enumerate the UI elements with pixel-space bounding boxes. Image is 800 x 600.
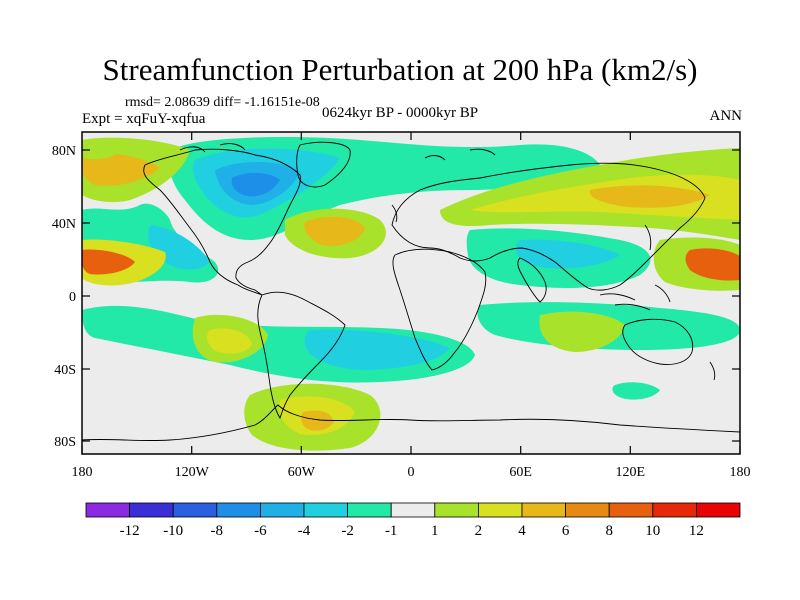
colorbar-swatch bbox=[477, 502, 523, 518]
coast-arctic-islands bbox=[179, 143, 496, 161]
coastlines bbox=[82, 141, 740, 442]
coast-greenland bbox=[296, 141, 351, 188]
colorbar-swatch bbox=[652, 502, 697, 518]
stats-text: rmsd= 2.08639 diff= -1.16151e-08 bbox=[125, 95, 320, 110]
field-contours bbox=[82, 137, 740, 451]
neg-band-asia-core bbox=[515, 239, 620, 269]
coast-indonesia bbox=[599, 284, 671, 311]
colorbar-label: 1 bbox=[431, 523, 439, 539]
pos-blob-south-pacific-core bbox=[206, 328, 252, 354]
coast-eurasia bbox=[391, 162, 706, 291]
colorbar-swatch bbox=[85, 502, 130, 518]
x-label-180w: 180 bbox=[72, 465, 93, 480]
colorbar-label: 10 bbox=[645, 523, 660, 539]
colorbar-swatch bbox=[303, 502, 348, 518]
pos-band-eurasia-core bbox=[589, 185, 710, 208]
x-label-60e: 60E bbox=[509, 465, 532, 480]
colorbar-label: -10 bbox=[163, 523, 183, 539]
colorbar-labels: -12 -10 -8 -6 -4 -2 -1 1 2 4 6 8 10 12 bbox=[120, 523, 704, 539]
colorbar-swatch bbox=[347, 502, 392, 518]
colorbar-label: -8 bbox=[211, 523, 224, 539]
plot-area: 180 120W 60W 0 60E 120E 180 80N 40N 0 40… bbox=[52, 131, 751, 480]
y-label-40n: 40N bbox=[52, 217, 76, 232]
colorbar-label: -1 bbox=[385, 523, 398, 539]
coast-south-america bbox=[257, 291, 346, 420]
colorbar-swatch bbox=[129, 502, 174, 518]
coast-africa bbox=[392, 248, 487, 371]
colorbar-swatch bbox=[172, 502, 218, 518]
colorbar-swatch bbox=[565, 502, 610, 518]
pos-blob-alaska bbox=[82, 140, 115, 160]
y-tick-labels: 80N 40N 0 40S 80S bbox=[52, 144, 76, 450]
x-label-0: 0 bbox=[408, 465, 415, 480]
colorbar-label: 2 bbox=[475, 523, 483, 539]
coast-japan bbox=[644, 224, 652, 251]
season-label: ANN bbox=[709, 108, 743, 124]
period-label: 0624kyr BP - 0000kyr BP bbox=[321, 105, 479, 121]
pos-blob-atlantic-core bbox=[304, 216, 365, 246]
coast-new-zealand bbox=[709, 361, 716, 381]
pos-blob-south-indian bbox=[539, 311, 625, 352]
pos-blob-central-pacific-core bbox=[82, 249, 135, 275]
axis-ticks bbox=[81, 132, 741, 454]
colorbar-swatch bbox=[696, 502, 741, 518]
x-tick-labels: 180 120W 60W 0 60E 120E 180 bbox=[72, 465, 751, 480]
experiment-label: Expt = xqFuY-xqfua bbox=[82, 111, 206, 127]
colorbar-label: -4 bbox=[298, 523, 311, 539]
coast-north-america bbox=[143, 148, 301, 296]
y-label-80s: 80S bbox=[54, 435, 76, 450]
x-label-180e: 180 bbox=[730, 465, 751, 480]
colorbar-label: 8 bbox=[605, 523, 613, 539]
pos-blob-west-pacific-core bbox=[685, 248, 740, 281]
neg-blob-north-america-deep bbox=[231, 172, 280, 197]
colorbar-swatch bbox=[434, 502, 479, 518]
colorbar-swatch bbox=[521, 502, 566, 518]
colorbar-label: -12 bbox=[120, 523, 140, 539]
neg-band-south-atlantic-core bbox=[304, 329, 450, 370]
colorbar-swatch bbox=[390, 502, 436, 518]
x-label-60w: 60W bbox=[288, 465, 316, 480]
colorbar-swatch bbox=[259, 502, 305, 518]
colorbar-swatch bbox=[608, 502, 654, 518]
colorbar-label: 12 bbox=[689, 523, 704, 539]
pos-band-north-pacific-core bbox=[82, 153, 160, 186]
coast-india bbox=[517, 257, 547, 303]
coast-antarctica bbox=[82, 404, 740, 442]
map-title: Streamfunction Perturbation at 200 hPa (… bbox=[102, 52, 698, 87]
coast-uk bbox=[391, 204, 398, 223]
y-label-40s: 40S bbox=[54, 363, 76, 378]
colorbar-label: -6 bbox=[254, 523, 267, 539]
colorbar-label: -2 bbox=[341, 523, 354, 539]
coast-australia bbox=[622, 318, 694, 365]
y-label-80n: 80N bbox=[52, 144, 76, 159]
colorbar-label: 4 bbox=[518, 523, 526, 539]
colorbar-label: 6 bbox=[562, 523, 570, 539]
colorbar-swatch bbox=[216, 502, 261, 518]
pos-blob-southern-ocean-inner bbox=[301, 410, 334, 431]
x-label-120e: 120E bbox=[616, 465, 646, 480]
colorbar bbox=[85, 502, 741, 518]
x-label-120w: 120W bbox=[175, 465, 210, 480]
y-label-0: 0 bbox=[69, 290, 76, 305]
neg-blob-south-pacific-east bbox=[612, 382, 660, 400]
